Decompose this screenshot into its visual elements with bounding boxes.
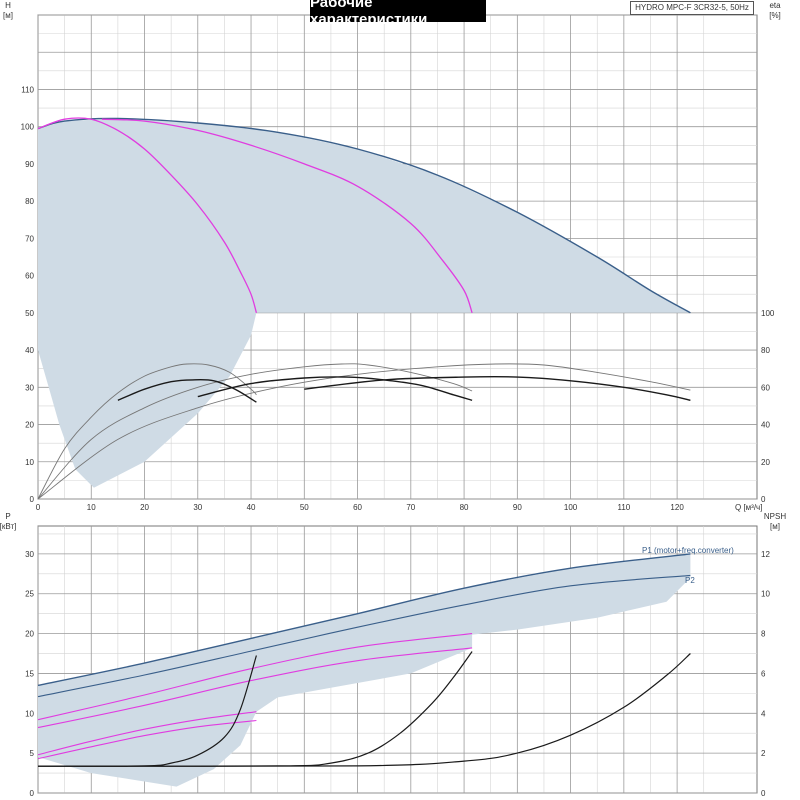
eta-tick-label: 20 <box>761 458 770 467</box>
x-tick-label: 10 <box>87 503 96 512</box>
y-tick-label: 90 <box>25 160 34 169</box>
x-tick-label: 20 <box>140 503 149 512</box>
y-tick-label: 10 <box>25 458 34 467</box>
eta-tick-label: 0 <box>761 495 766 504</box>
p-axis-label: P <box>5 512 10 521</box>
model-label: HYDRO MPC-F 3CR32-5, 50Hz <box>630 1 754 15</box>
x-tick-label: 0 <box>36 503 41 512</box>
y-tick-label: 20 <box>25 421 34 430</box>
power-range-band <box>38 553 691 787</box>
x-tick-label: 110 <box>617 503 630 512</box>
npsh-tick-label: 8 <box>761 630 766 639</box>
p2-curve-1-pump <box>37 719 257 760</box>
head-curve-2-pumps <box>101 118 473 314</box>
top-panel: 0 10 20 30 40 50 60 70 80 90 100 110 120 0 10 20 30 40 50 6… <box>3 1 781 512</box>
p-tick-label: 0 <box>30 789 35 798</box>
efficiency-curve-thin <box>37 363 473 500</box>
y-tick-label: 0 <box>30 495 35 504</box>
efficiency-curve-bold <box>117 378 257 403</box>
p2-curve-2-pumps <box>37 647 473 729</box>
npsh-curve <box>37 653 691 767</box>
eta-tick-label: 100 <box>761 309 775 318</box>
p2-label: P2 <box>685 576 695 585</box>
x-tick-label: 90 <box>513 503 522 512</box>
y-tick-label: 80 <box>25 197 34 206</box>
p1-label: P1 (motor+freq.converter) <box>642 546 734 555</box>
p1-curve <box>37 553 691 687</box>
npsh-tick-label: 10 <box>761 590 770 599</box>
npsh-tick-label: 4 <box>761 709 766 718</box>
y-tick-label: 110 <box>21 85 34 94</box>
y-tick-label: 60 <box>25 272 34 281</box>
y-axis-unit: [м] <box>3 11 13 20</box>
y-tick-label: 70 <box>25 234 34 243</box>
p2-curve <box>37 574 691 698</box>
x-tick-label: 50 <box>300 503 309 512</box>
x-tick-label: 80 <box>460 503 469 512</box>
p-axis-unit: [кВт] <box>0 522 16 531</box>
efficiency-curve-bold <box>304 375 691 401</box>
p-tick-label: 20 <box>25 630 34 639</box>
npsh-axis-unit: [м] <box>770 522 780 531</box>
p-tick-label: 25 <box>25 590 34 599</box>
y-tick-label: 40 <box>25 346 34 355</box>
eta-axis-unit: [%] <box>769 11 781 20</box>
eta-tick-label: 40 <box>761 421 770 430</box>
p-tick-label: 5 <box>30 749 35 758</box>
p-tick-label: 30 <box>25 550 34 559</box>
p-tick-label: 15 <box>25 669 34 678</box>
x-tick-label: 60 <box>353 503 362 512</box>
bottom-panel: P1 (motor+freq.converter)P20510152025300… <box>0 512 786 798</box>
efficiency-curve-thin <box>37 363 691 500</box>
x-tick-label: 70 <box>406 503 415 512</box>
eta-axis-label: eta <box>769 1 781 10</box>
x-tick-label: 100 <box>564 503 578 512</box>
npsh-tick-label: 2 <box>761 749 766 758</box>
npsh-tick-label: 6 <box>761 669 766 678</box>
x-tick-label: 40 <box>247 503 256 512</box>
chart-title: Рабочие характеристики <box>310 0 486 28</box>
eta-tick-label: 60 <box>761 383 770 392</box>
x-axis-label: Q [м³/ч] <box>735 503 762 512</box>
eta-tick-label: 80 <box>761 346 770 355</box>
npsh-axis-label: NPSH <box>764 512 786 521</box>
y-tick-label: 50 <box>25 309 34 318</box>
head-curve-1-pump <box>37 117 258 313</box>
p1-curve-1-pump <box>37 711 257 756</box>
y-tick-label: 100 <box>21 123 35 132</box>
y-tick-label: 30 <box>25 383 34 392</box>
efficiency-curve-bold <box>197 376 473 401</box>
x-tick-label: 120 <box>670 503 684 512</box>
npsh-tick-label: 0 <box>761 789 766 798</box>
p-tick-label: 10 <box>25 709 34 718</box>
p1-curve-2-pumps <box>37 633 473 721</box>
x-tick-label: 30 <box>193 503 202 512</box>
y-axis-label: H <box>5 1 11 10</box>
npsh-tick-label: 12 <box>761 550 770 559</box>
head-envelope-curve <box>37 117 691 314</box>
